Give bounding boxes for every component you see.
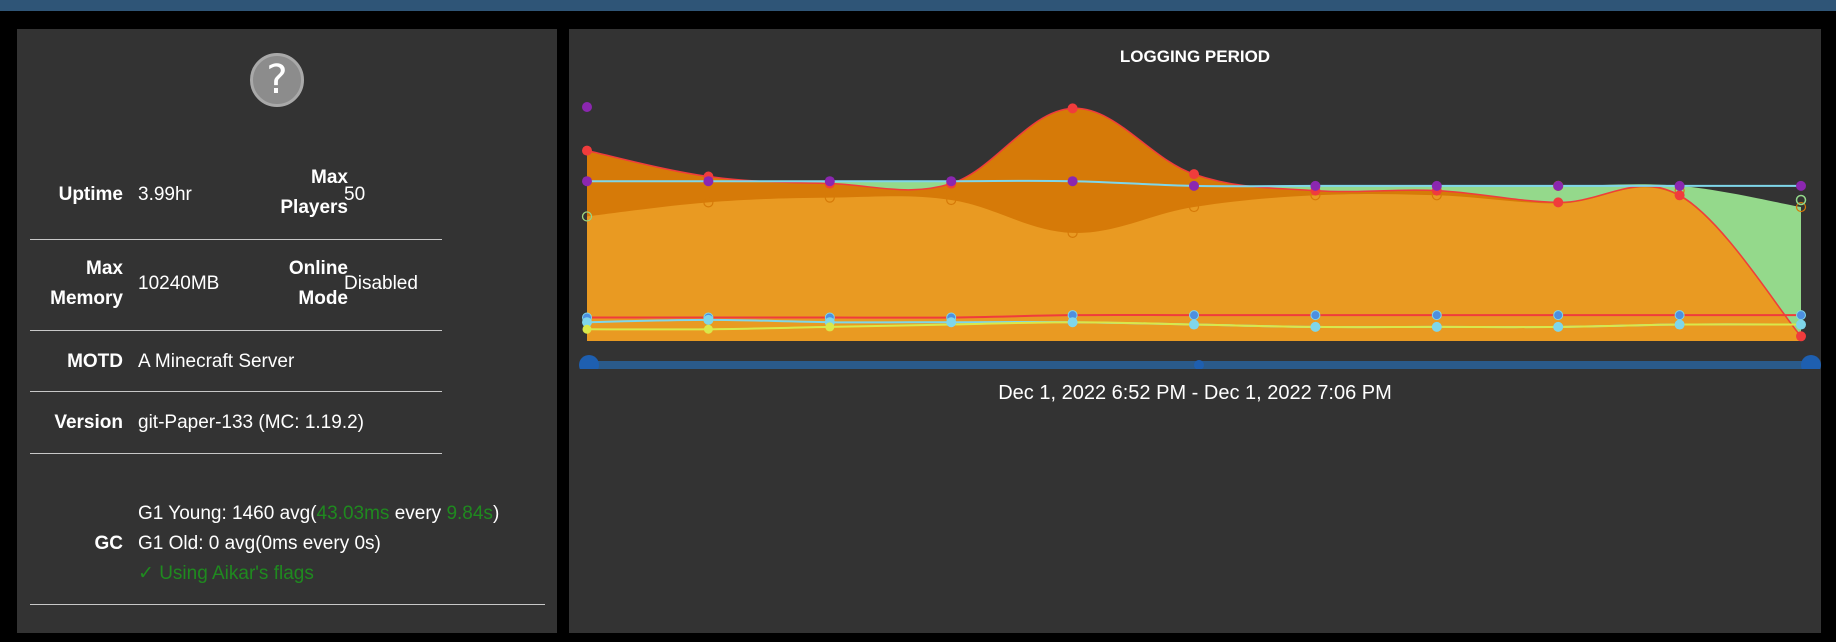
data-point: [1796, 310, 1806, 321]
data-point: [581, 211, 593, 222]
data-point: [1553, 310, 1564, 321]
data-point: [1067, 176, 1078, 187]
data-point: [946, 176, 957, 187]
data-point: [1188, 201, 1200, 213]
data-point: [582, 317, 592, 328]
top-bar: [0, 0, 1836, 11]
data-point: [1795, 201, 1807, 213]
gc-young-line: G1 Young: 1460 avg(43.03ms every 9.84s): [138, 503, 500, 524]
data-point: [1674, 319, 1685, 330]
uptime-label: Uptime: [58, 184, 123, 205]
data-point: [582, 176, 592, 187]
online-mode-value: Disabled: [344, 273, 418, 294]
divider: [30, 391, 442, 392]
data-point: [1431, 310, 1442, 321]
range-slider-end-handle[interactable]: [1801, 355, 1821, 369]
max-memory-label: Max Memory: [50, 258, 123, 309]
range-slider-middle-handle[interactable]: [1194, 360, 1204, 369]
data-point: [946, 317, 957, 328]
data-point: [1310, 321, 1321, 332]
range-slider-start-handle[interactable]: [579, 355, 599, 369]
data-point: [1067, 227, 1078, 238]
data-point: [1431, 180, 1442, 191]
data-point: [1674, 310, 1685, 321]
date-range: Dec 1, 2022 6:52 PM - Dec 1, 2022 7:06 P…: [998, 382, 1392, 404]
data-point: [582, 102, 592, 112]
version-value: git-Paper-133 (MC: 1.19.2): [138, 412, 364, 433]
gc-old-line: G1 Old: 0 avg(0ms every 0s): [138, 533, 381, 554]
divider: [30, 330, 442, 331]
data-point: [1310, 310, 1321, 321]
data-point: [1067, 317, 1078, 328]
data-point: [1189, 310, 1199, 321]
data-point: [1553, 197, 1564, 208]
data-point: [703, 176, 714, 187]
data-point: [1431, 321, 1442, 332]
data-point: [703, 314, 714, 325]
data-point: [946, 194, 957, 206]
uptime-value: 3.99hr: [138, 184, 192, 205]
help-icon[interactable]: ?: [250, 53, 304, 107]
data-point: [824, 176, 835, 187]
data-point: [1796, 331, 1806, 342]
data-point: [1795, 194, 1807, 206]
data-point: [1674, 180, 1685, 191]
online-mode-label: Online Mode: [288, 258, 348, 309]
divider: [30, 453, 442, 454]
data-point: [582, 324, 592, 334]
data-point: [1674, 190, 1685, 201]
data-point: [825, 322, 835, 332]
data-point: [824, 192, 835, 203]
data-point: [1189, 319, 1199, 330]
logging-period-panel: LOGGING PERIOD Dec 1, 2022 6:52 PM - Dec…: [569, 29, 1821, 633]
data-point: [1189, 180, 1199, 191]
data-point: [1189, 169, 1199, 180]
aikar-flags-status: ✓ Using Aikar's flags: [138, 563, 314, 584]
data-point: [1310, 180, 1321, 191]
data-point: [1796, 180, 1806, 191]
divider: [30, 604, 545, 605]
server-info-panel: ? Uptime 3.99hr Max Players 50 Max Memor…: [17, 29, 557, 633]
data-point: [582, 145, 592, 156]
data-point: [1796, 319, 1806, 330]
max-players-label: Max Players: [280, 167, 348, 218]
gc-details: G1 Young: 1460 avg(43.03ms every 9.84s) …: [138, 499, 499, 589]
max-memory-value: 10240MB: [138, 273, 220, 294]
version-label: Version: [54, 412, 123, 433]
data-point: [1553, 180, 1564, 191]
chart-title: LOGGING PERIOD: [1119, 47, 1271, 66]
gc-label: GC: [94, 533, 124, 554]
data-point: [1067, 103, 1078, 114]
logging-chart: [579, 102, 1821, 369]
data-point: [1553, 321, 1564, 332]
data-point: [703, 324, 713, 334]
data-point: [703, 197, 714, 208]
series-area-orange-light: [587, 187, 1801, 341]
divider: [30, 239, 442, 240]
motd-value: A Minecraft Server: [138, 351, 295, 372]
motd-label: MOTD: [67, 351, 123, 372]
max-players-value: 50: [344, 184, 366, 205]
